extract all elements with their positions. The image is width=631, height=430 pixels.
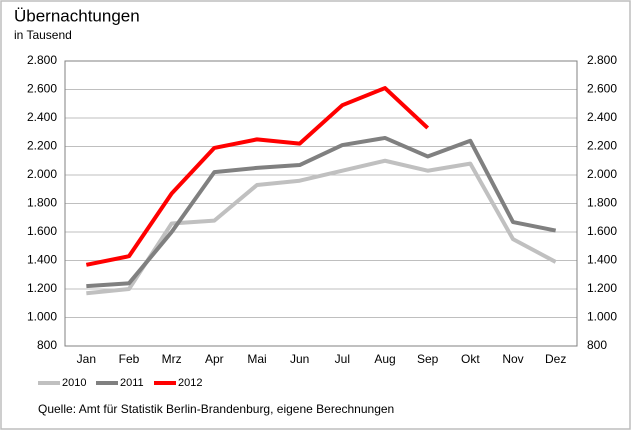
- x-tick-label: Mai: [247, 352, 266, 366]
- x-tick-label: Feb: [119, 352, 140, 366]
- y2-tick-label: 2.600: [587, 82, 617, 96]
- y2-tick-label: 2.800: [587, 53, 617, 67]
- y2-tick-label: 1.200: [587, 281, 617, 295]
- plot-area: [64, 60, 578, 347]
- y-tick-label: 1.400: [27, 253, 57, 267]
- y2-tick-label: 2.200: [587, 139, 617, 153]
- series-line: [86, 135, 557, 289]
- legend-label: 2011: [120, 377, 144, 389]
- y2-tick-label: 2.400: [587, 110, 617, 124]
- y2-tick-label: 2.000: [587, 167, 617, 181]
- source: Quelle: Amt für Statistik Berlin-Branden…: [38, 402, 394, 416]
- y-tick-label: 1.600: [27, 224, 57, 238]
- y-tick-label: 2.400: [27, 110, 57, 124]
- x-tick-label: Jul: [335, 352, 350, 366]
- y2-tick-label: 1.800: [587, 196, 617, 210]
- y-tick-label: 2.000: [27, 167, 57, 181]
- x-tick-label: Mrz: [162, 352, 182, 366]
- x-tick-label: Aug: [374, 352, 395, 366]
- legend-label: 2010: [62, 377, 86, 389]
- y-tick-label: 800: [37, 338, 57, 352]
- y2-tick-label: 1.600: [587, 224, 617, 238]
- x-tick-label: Sep: [417, 352, 439, 366]
- y-tick-label: 2.200: [27, 139, 57, 153]
- x-tick-label: Okt: [461, 352, 480, 366]
- y-tick-label: 1.000: [27, 310, 57, 324]
- y-tick-label: 1.800: [27, 196, 57, 210]
- y2-tick-label: 1.400: [587, 253, 617, 267]
- chart-subtitle: in Tausend: [14, 28, 72, 42]
- legend-label: 2012: [178, 377, 202, 389]
- y-tick-label: 2.600: [27, 82, 57, 96]
- series-line: [86, 158, 557, 296]
- x-tick-label: Dez: [545, 352, 566, 366]
- y2-tick-label: 1.000: [587, 310, 617, 324]
- y2-tick-label: 800: [587, 338, 607, 352]
- chart-title: Übernachtungen: [14, 6, 140, 25]
- y-tick-label: 2.800: [27, 53, 57, 67]
- x-tick-label: Jun: [290, 352, 309, 366]
- x-tick-label: Jan: [77, 352, 96, 366]
- x-tick-label: Nov: [502, 352, 523, 366]
- y-tick-label: 1.200: [27, 281, 57, 295]
- x-tick-label: Apr: [205, 352, 224, 366]
- series-line: [85, 86, 430, 267]
